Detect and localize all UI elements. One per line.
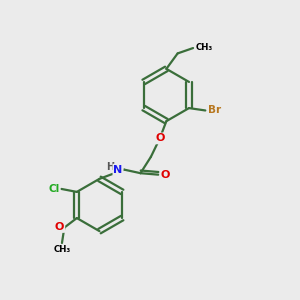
Text: H: H (106, 162, 115, 172)
Text: O: O (55, 222, 64, 232)
Text: CH₃: CH₃ (53, 245, 70, 254)
Text: N: N (113, 165, 123, 175)
Text: CH₃: CH₃ (195, 43, 212, 52)
Text: O: O (155, 134, 164, 143)
Text: O: O (160, 170, 170, 180)
Text: Cl: Cl (48, 184, 60, 194)
Text: Br: Br (208, 106, 221, 116)
